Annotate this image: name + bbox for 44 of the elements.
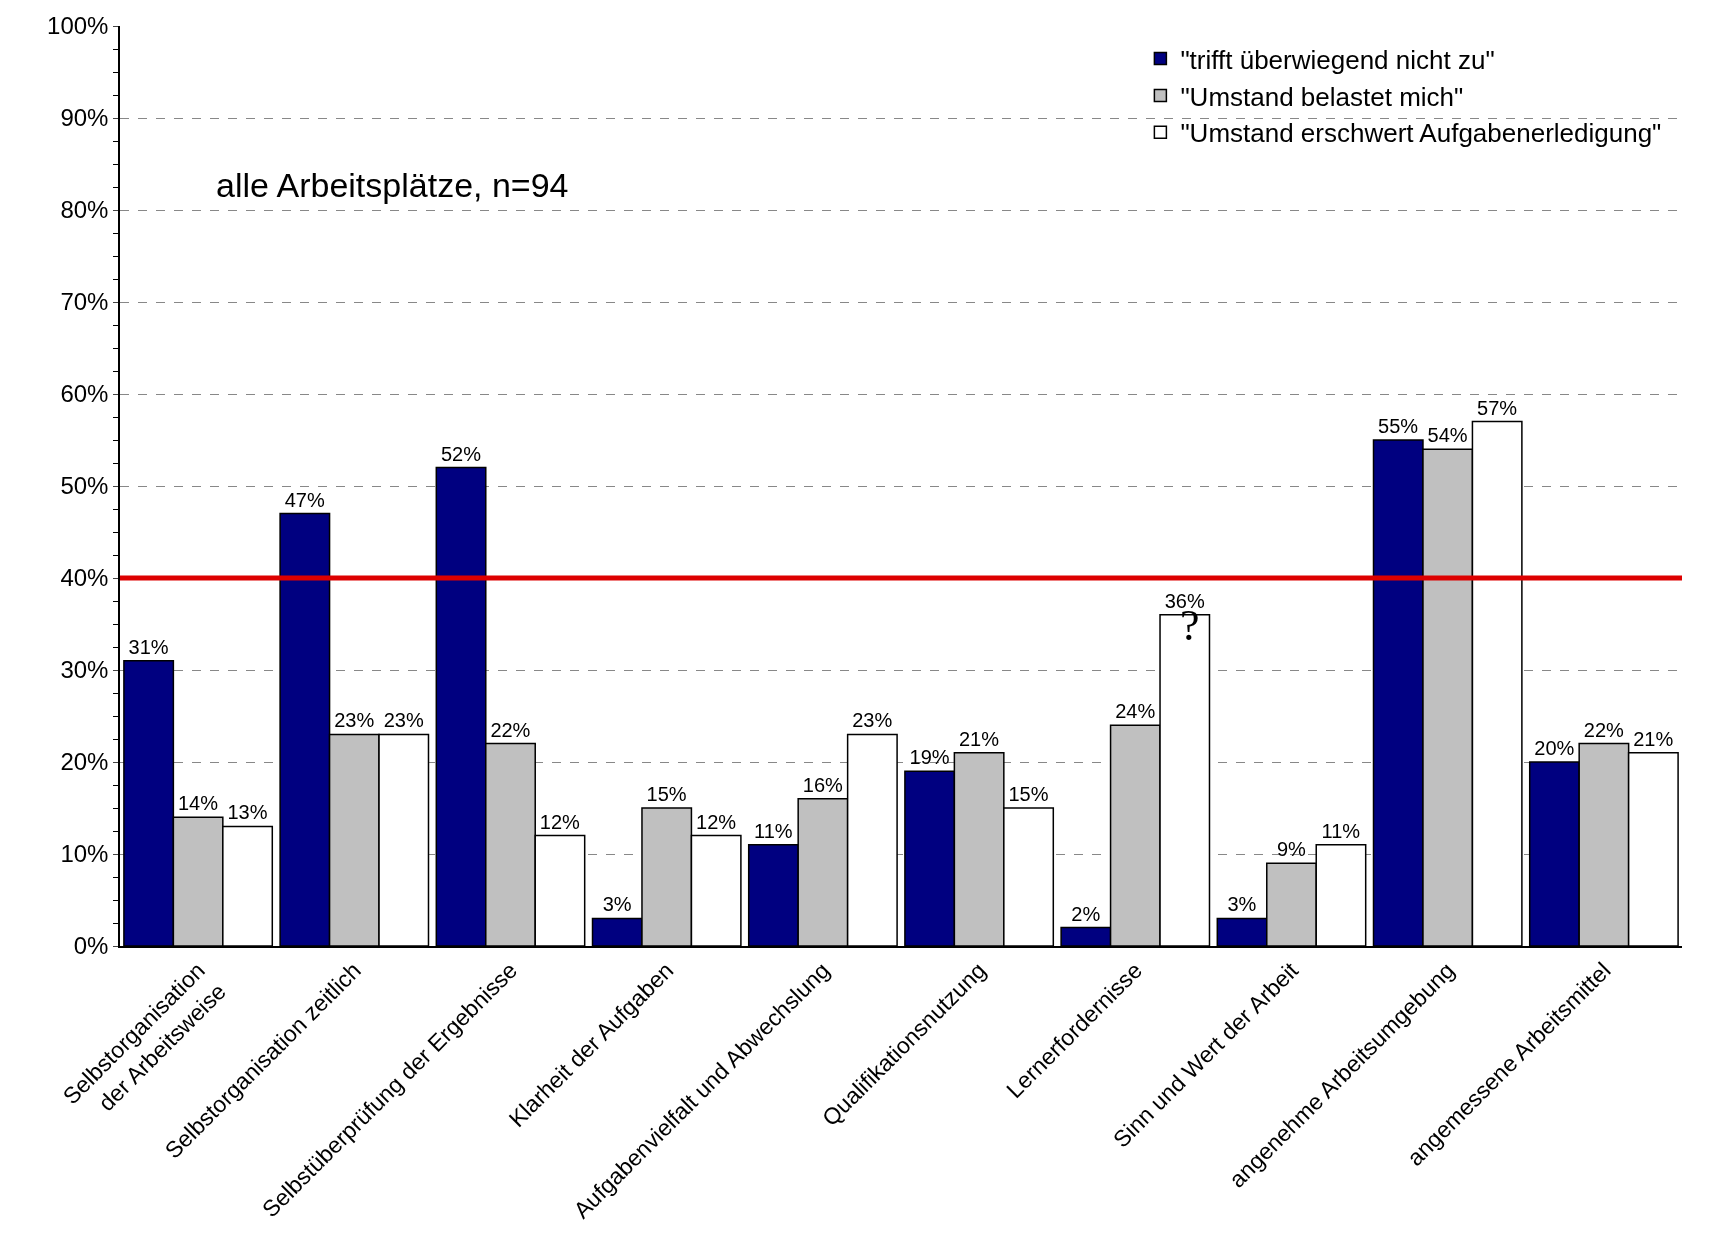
annotation: alle Arbeitsplätze, n=94 <box>216 166 569 204</box>
data-label: 23% <box>383 709 424 732</box>
y-tick-label: 60% <box>60 380 109 408</box>
data-label: 21% <box>958 727 1000 750</box>
data-label: 24% <box>1115 700 1156 723</box>
data-label: 31% <box>128 635 169 658</box>
data-label: 22% <box>1583 718 1625 741</box>
legend-label: "trifft überwiegend nicht zu" <box>1180 44 1495 75</box>
data-label: 3% <box>1227 893 1257 916</box>
data-label: 9% <box>1276 838 1307 861</box>
data-label: 57% <box>1477 396 1518 419</box>
y-tick-label: 100% <box>47 12 109 40</box>
data-label: 15% <box>646 783 687 805</box>
data-label: 15% <box>1008 783 1049 805</box>
data-label: 12% <box>539 810 581 833</box>
legend-label: "Umstand erschwert Aufgabenerledigung" <box>1180 118 1662 149</box>
y-tick-label: 90% <box>60 104 109 132</box>
y-tick-label: 70% <box>60 288 109 316</box>
data-label: 52% <box>440 442 482 465</box>
data-label: 11% <box>1321 819 1361 842</box>
data-label: 20% <box>1534 737 1575 759</box>
data-label: 19% <box>909 746 950 769</box>
data-label: 2% <box>1071 902 1101 925</box>
data-label: 23% <box>334 709 375 732</box>
data-label: 11% <box>754 819 793 842</box>
data-label: 22% <box>490 718 531 741</box>
data-label: 3% <box>602 893 632 916</box>
data-label: 12% <box>696 810 737 833</box>
y-tick-label: 20% <box>60 748 109 776</box>
data-label: 47% <box>284 488 325 511</box>
y-tick-label: 0% <box>73 932 109 960</box>
data-label: 55% <box>1378 415 1419 437</box>
y-tick-label: 30% <box>60 656 109 684</box>
y-tick-label: 50% <box>60 472 109 500</box>
legend-label: "Umstand belastet mich" <box>1180 81 1464 112</box>
data-label: 54% <box>1427 424 1468 447</box>
y-tick-label: 10% <box>60 840 109 868</box>
y-tick-label: 40% <box>60 564 109 592</box>
data-label: 16% <box>802 773 844 796</box>
data-label: 14% <box>177 792 219 815</box>
data-label: 23% <box>852 709 893 732</box>
data-label: 13% <box>227 801 268 824</box>
data-label: 21% <box>1633 727 1674 750</box>
y-tick-label: 80% <box>60 196 109 224</box>
